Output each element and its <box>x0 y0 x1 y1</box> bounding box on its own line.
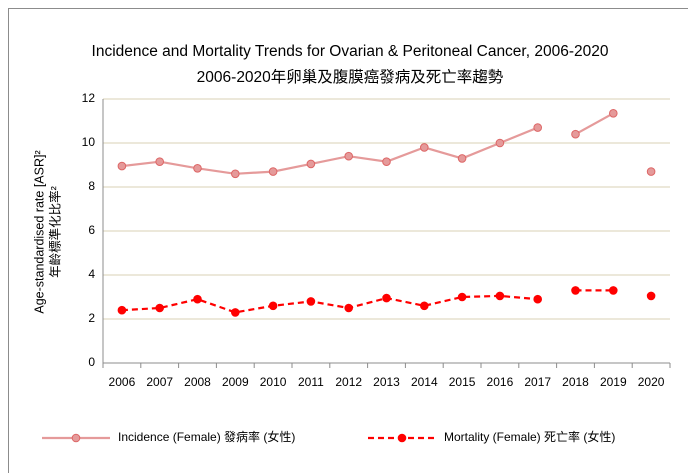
chart-subtitle: 2006-2020年卵巢及腹膜癌發病及死亡率趨勢 <box>197 68 504 86</box>
x-tick-label: 2009 <box>222 375 249 389</box>
y-tick-label: 4 <box>88 267 95 281</box>
x-tick-label: 2011 <box>298 375 324 389</box>
data-point <box>231 308 240 317</box>
data-point <box>495 291 505 301</box>
data-point <box>382 293 391 303</box>
x-tick-label: 2017 <box>524 375 551 389</box>
data-point <box>344 151 354 161</box>
data-point <box>117 305 127 315</box>
x-tick-label: 2012 <box>335 375 362 389</box>
data-point <box>609 109 618 118</box>
legend-marker <box>71 433 81 443</box>
series-line <box>574 112 614 136</box>
data-point <box>420 143 429 152</box>
data-point <box>646 291 656 301</box>
data-point <box>571 286 580 295</box>
data-point <box>193 164 202 173</box>
legend-label: Incidence (Female) 發病率 (女性) <box>118 429 295 444</box>
x-tick-label: 2019 <box>600 375 627 389</box>
x-tick-label: 2015 <box>449 375 476 389</box>
y-tick-label: 0 <box>88 355 95 369</box>
data-point <box>646 167 656 176</box>
data-point <box>155 303 164 313</box>
y-axis-label: Age-standardised rate [ASR]² <box>32 150 46 313</box>
data-point <box>268 167 278 176</box>
x-tick-label: 2006 <box>109 375 136 389</box>
y-tick-label: 10 <box>82 135 96 149</box>
data-point <box>193 294 202 304</box>
y-tick-label: 6 <box>88 223 95 237</box>
x-tick-label: 2010 <box>260 375 287 389</box>
chart-frame <box>8 8 688 473</box>
y-tick-label: 8 <box>88 179 95 193</box>
data-point <box>306 297 316 306</box>
data-point <box>268 301 278 311</box>
legend-label: Mortality (Female) 死亡率 (女性) <box>444 429 615 444</box>
x-tick-label: 2016 <box>487 375 514 389</box>
data-point <box>155 157 164 166</box>
y-tick-label: 2 <box>88 311 95 325</box>
data-point <box>117 161 127 171</box>
data-point <box>495 138 505 148</box>
x-tick-label: 2018 <box>562 375 589 389</box>
data-point <box>231 169 240 179</box>
data-point <box>571 129 580 139</box>
data-point <box>533 123 543 132</box>
legend-marker <box>397 433 407 443</box>
data-point <box>344 303 354 313</box>
x-tick-label: 2020 <box>638 375 665 389</box>
series-line <box>121 126 539 175</box>
data-point <box>457 154 467 163</box>
x-tick-label: 2007 <box>146 375 173 389</box>
series-line <box>121 294 538 314</box>
chart-title: Incidence and Mortality Trends for Ovari… <box>92 43 609 60</box>
x-tick-label: 2013 <box>373 375 400 389</box>
y-tick-label: 12 <box>82 91 96 105</box>
y-axis-label: 年齡標準化比率² <box>47 186 62 278</box>
data-point <box>609 286 618 295</box>
data-point <box>457 292 467 302</box>
data-point <box>533 294 543 304</box>
data-point <box>306 159 316 169</box>
x-tick-label: 2008 <box>184 375 211 389</box>
data-point <box>382 157 391 166</box>
x-tick-label: 2014 <box>411 375 438 389</box>
data-point <box>420 301 429 311</box>
